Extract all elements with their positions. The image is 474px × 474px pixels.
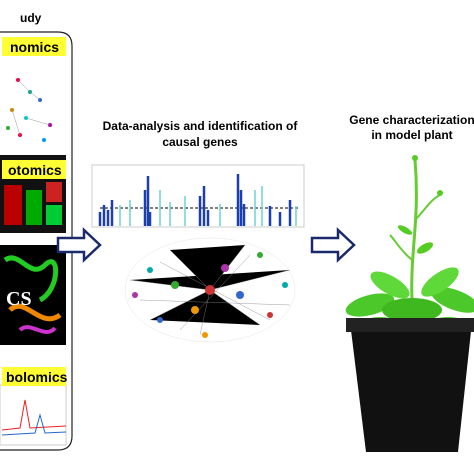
section-title: in model plant xyxy=(371,128,452,142)
label-box xyxy=(2,367,66,386)
pot xyxy=(350,322,472,452)
heatmap-cell xyxy=(26,190,42,225)
arrow xyxy=(310,227,356,263)
panel-title: udy xyxy=(20,11,42,25)
genomics-graphic xyxy=(2,60,64,150)
label-box xyxy=(2,37,66,56)
manhattan-plot xyxy=(91,164,305,228)
pot-rim xyxy=(346,318,474,332)
trace xyxy=(1,413,67,436)
plant xyxy=(345,155,474,333)
section-label: nomics xyxy=(10,39,59,55)
helix xyxy=(18,325,57,334)
helix xyxy=(8,303,62,322)
section-title: causal genes xyxy=(162,135,238,149)
section-label: CS xyxy=(6,288,32,310)
trace xyxy=(1,399,67,431)
heatmap-cell xyxy=(46,182,62,202)
section-label: bolomics xyxy=(6,369,68,385)
section-title: Data-analysis and identification of xyxy=(103,119,299,133)
heatmap-cell xyxy=(4,185,22,225)
helix xyxy=(3,255,59,303)
network xyxy=(124,237,296,343)
label-box xyxy=(2,160,66,179)
section-title: Gene characterization xyxy=(349,113,474,127)
arrow xyxy=(56,227,102,263)
chromatogram xyxy=(0,384,67,446)
heatmap-cell xyxy=(46,205,62,225)
section-label: otomics xyxy=(8,162,62,178)
